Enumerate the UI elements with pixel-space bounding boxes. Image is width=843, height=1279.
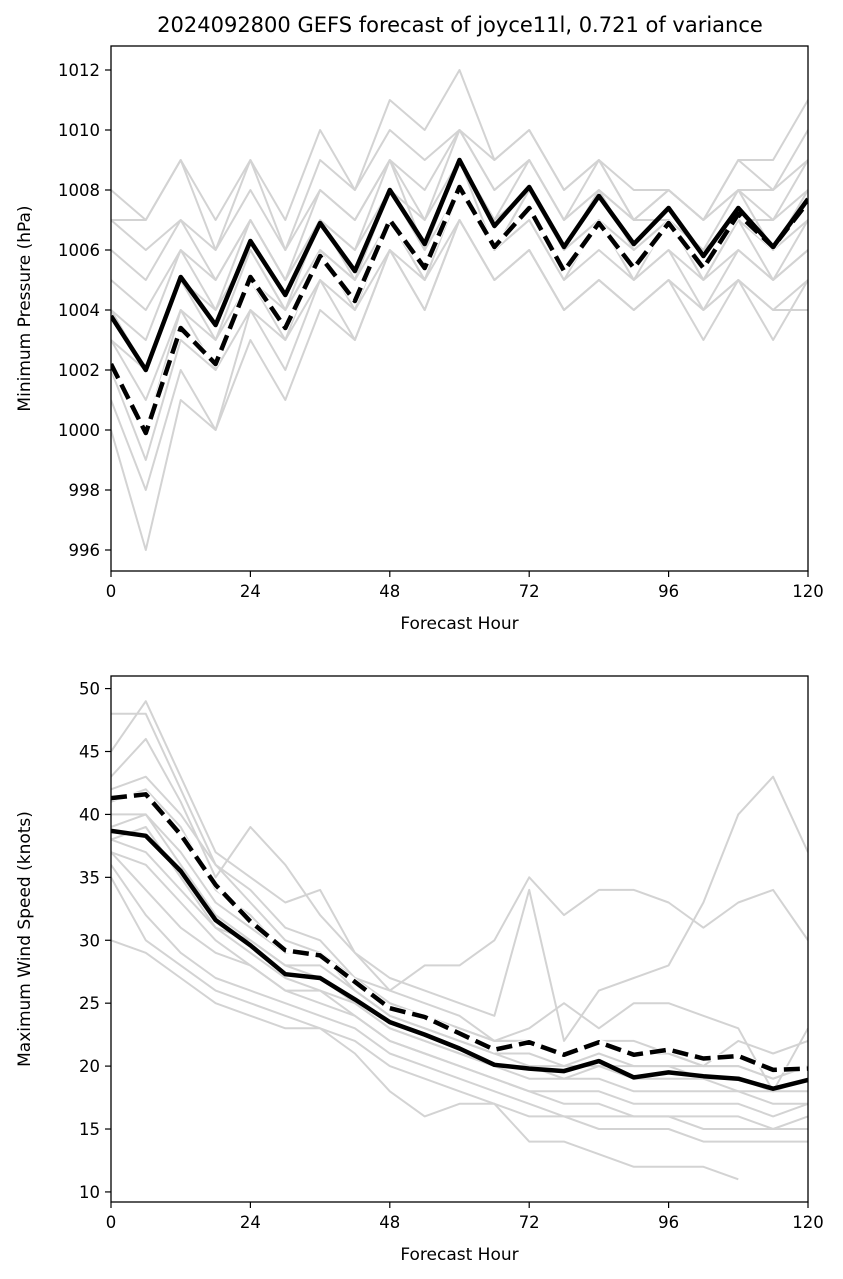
wind-member-line-9 xyxy=(111,838,808,1105)
wind-y-tick-label: 20 xyxy=(79,1057,100,1076)
pressure-y-tick-label: 1006 xyxy=(58,241,100,260)
wind-member-line-1 xyxy=(111,712,808,1080)
pressure-y-tick-label: 1010 xyxy=(58,121,100,140)
wind-member-lines xyxy=(111,700,808,1181)
wind-axes-frame xyxy=(110,675,809,1203)
pressure-x-tick-label: 72 xyxy=(519,582,540,601)
pressure-y-tick-label: 1004 xyxy=(58,301,100,320)
wind-mean-lines xyxy=(111,791,808,1091)
wind-solid-mean-line xyxy=(111,828,808,1091)
wind-member-line-11 xyxy=(111,851,808,1130)
pressure-dashed-mean-line xyxy=(111,184,808,436)
pressure-mean-lines xyxy=(111,157,808,436)
wind-x-tick-label: 24 xyxy=(240,1213,261,1232)
wind-y-tick-label: 45 xyxy=(79,743,100,762)
pressure-y-tick-label: 1012 xyxy=(58,61,100,80)
pressure-axes-frame xyxy=(110,45,809,572)
wind-x-tick-label: 48 xyxy=(379,1213,400,1232)
wind-member-line-3 xyxy=(111,737,808,1042)
chart-title: 2024092800 GEFS forecast of joyce11l, 0.… xyxy=(157,13,763,37)
wind-x-tick-label: 0 xyxy=(106,1213,117,1232)
pressure-x-ticks: 0 24 48 72 96 120 xyxy=(106,571,824,601)
wind-member-line-8 xyxy=(111,826,808,1093)
wind-member-line-6 xyxy=(111,813,808,1080)
wind-x-tick-label: 120 xyxy=(792,1213,824,1232)
pressure-y-axis-label: Minimum Pressure (hPa) xyxy=(15,205,35,411)
pressure-panel: 0 24 48 72 96 120 996 998 1000 1002 1004 1006 1008 1… xyxy=(15,45,824,634)
pressure-member-line-5 xyxy=(111,159,808,311)
pressure-member-line-13 xyxy=(111,219,808,551)
wind-member-line-14 xyxy=(111,939,739,1181)
wind-panel: 0 24 48 72 96 120 10 15 20 25 30 35 40 45 50 Forecast… xyxy=(15,675,824,1265)
pressure-solid-mean-line xyxy=(111,157,808,373)
pressure-member-line-12 xyxy=(111,219,808,491)
wind-member-line-4 xyxy=(111,775,808,1093)
wind-x-ticks: 0 24 48 72 96 120 xyxy=(106,1202,824,1232)
wind-x-axis-label: Forecast Hour xyxy=(400,1245,518,1265)
wind-y-tick-label: 40 xyxy=(79,805,100,824)
pressure-y-ticks: 996 998 1000 1002 1004 1006 1008 1010 1012 xyxy=(58,61,111,560)
wind-x-tick-label: 96 xyxy=(658,1213,679,1232)
wind-member-line-2 xyxy=(111,700,808,992)
pressure-member-line-1 xyxy=(111,69,808,221)
pressure-y-tick-label: 1000 xyxy=(58,421,100,440)
wind-member-line-13 xyxy=(111,876,808,1143)
pressure-x-tick-label: 24 xyxy=(240,582,261,601)
wind-y-tick-label: 30 xyxy=(79,931,100,950)
pressure-x-tick-label: 0 xyxy=(106,582,117,601)
pressure-y-tick-label: 998 xyxy=(69,481,101,500)
pressure-x-axis-label: Forecast Hour xyxy=(400,614,518,634)
wind-y-tick-label: 15 xyxy=(79,1120,100,1139)
wind-y-tick-label: 10 xyxy=(79,1183,100,1202)
pressure-y-tick-label: 1008 xyxy=(58,181,100,200)
pressure-x-tick-label: 48 xyxy=(379,582,400,601)
wind-y-ticks: 10 15 20 25 30 35 40 45 50 xyxy=(79,680,111,1202)
wind-x-tick-label: 72 xyxy=(519,1213,540,1232)
wind-y-axis-label: Maximum Wind Speed (knots) xyxy=(15,811,35,1067)
pressure-y-tick-label: 1002 xyxy=(58,361,100,380)
pressure-x-tick-label: 120 xyxy=(792,582,824,601)
pressure-member-lines xyxy=(111,69,808,551)
pressure-y-tick-label: 996 xyxy=(69,541,101,560)
wind-dashed-mean-line xyxy=(111,792,808,1073)
wind-y-tick-label: 35 xyxy=(79,868,100,887)
wind-member-line-12 xyxy=(111,864,808,1130)
wind-y-tick-label: 50 xyxy=(79,680,100,699)
pressure-x-tick-label: 96 xyxy=(658,582,679,601)
wind-y-tick-label: 25 xyxy=(79,994,100,1013)
